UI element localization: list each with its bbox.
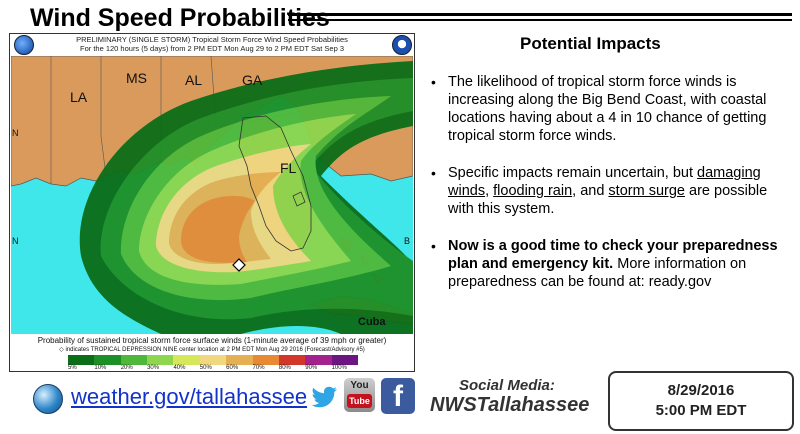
youtube-icon[interactable]: You Tube xyxy=(344,378,375,412)
date-box: 8/29/2016 5:00 PM EDT xyxy=(608,371,794,431)
scale-label: 60% xyxy=(226,365,239,371)
scale-label: 70% xyxy=(252,365,265,371)
latitude-label: N xyxy=(12,128,19,138)
impact-flooding-rain: flooding rain xyxy=(493,183,573,199)
longitude-label: B xyxy=(404,236,411,246)
list-item: • The likelihood of tropical storm force… xyxy=(428,73,796,145)
state-label-fl: FL xyxy=(280,160,297,176)
scale-segment: 90% xyxy=(305,355,332,371)
social-media-label: Social Media: xyxy=(459,377,555,394)
scale-label: 80% xyxy=(278,365,291,371)
globe-icon xyxy=(33,384,63,414)
impact-storm-surge: storm surge xyxy=(608,183,685,199)
cuba-label: Cuba xyxy=(358,316,386,328)
map-footer-note: ◇ indicates TROPICAL DEPRESSION NINE cen… xyxy=(59,347,365,353)
header-rule-thin xyxy=(288,19,792,21)
nws-logo-icon xyxy=(392,35,412,55)
bullet-icon: • xyxy=(431,165,436,181)
social-media-handle: NWSTallahassee xyxy=(430,394,590,416)
list-item: • Now is a good time to check your prepa… xyxy=(428,237,796,291)
scale-segment: 20% xyxy=(120,355,148,371)
scale-label: 50% xyxy=(199,365,212,371)
list-item: • Specific impacts remain uncertain, but… xyxy=(428,164,796,218)
impacts-list: • The likelihood of tropical storm force… xyxy=(428,73,796,310)
facebook-icon[interactable]: f xyxy=(381,378,415,414)
probability-color-scale: 5% 10% 20% 30% 40% 50% 60% 70% 80% 90% 100% xyxy=(68,355,358,371)
impact-text: are possible with this system. xyxy=(448,183,768,217)
scale-segment: 5% xyxy=(68,355,95,371)
scale-segment: 30% xyxy=(147,355,174,371)
scale-label: 90% xyxy=(305,365,318,371)
scale-segment: 60% xyxy=(226,355,253,371)
issue-date: 8/29/2016 xyxy=(667,382,735,399)
website-link[interactable]: weather.gov/tallahassee xyxy=(71,384,308,409)
twitter-icon[interactable] xyxy=(309,382,339,412)
scale-segment: 40% xyxy=(173,355,200,371)
scale-segment: 80% xyxy=(278,355,306,371)
state-label-la: LA xyxy=(70,89,88,105)
issue-time: 5:00 PM EDT xyxy=(655,402,747,419)
impact-text: More information on preparedness can be … xyxy=(448,256,747,290)
bullet-icon: • xyxy=(431,238,436,254)
map-header-line1: PRELIMINARY (SINGLE STORM) Tropical Stor… xyxy=(76,35,348,44)
noaa-logo-icon xyxy=(14,35,34,55)
state-label-ga: GA xyxy=(242,72,263,88)
bullet-icon: • xyxy=(431,74,436,90)
map-footer-caption: Probability of sustained tropical storm … xyxy=(37,336,387,345)
impact-text: The likelihood of tropical storm force w… xyxy=(448,74,767,144)
scale-segment: 10% xyxy=(94,355,121,371)
impact-separator: , xyxy=(485,183,490,199)
impact-callout: Now is a good time to check your prepare… xyxy=(448,238,778,272)
scale-segment: 100% xyxy=(331,355,358,371)
lake-okeechobee xyxy=(292,191,306,207)
scale-segment: 50% xyxy=(199,355,227,371)
probability-contours xyxy=(79,61,413,334)
scale-label: 100% xyxy=(331,365,347,371)
florida-outline xyxy=(238,115,312,252)
map-header: PRELIMINARY (SINGLE STORM) Tropical Stor… xyxy=(10,35,414,53)
impact-damaging-winds: damaging winds xyxy=(448,165,761,199)
scale-label: 40% xyxy=(173,365,186,371)
scale-label: 20% xyxy=(120,365,133,371)
state-label-ms: MS xyxy=(126,70,147,86)
page-title: Wind Speed Probabilities xyxy=(30,4,330,32)
youtube-tube-text: Tube xyxy=(347,394,372,408)
storm-center-marker xyxy=(232,258,246,272)
state-label-al: AL xyxy=(185,72,203,88)
impacts-title: Potential Impacts xyxy=(520,34,661,53)
scale-label: 30% xyxy=(147,365,160,371)
impact-text: Specific impacts remain uncertain, but xyxy=(448,165,693,181)
map-header-line2: For the 120 hours (5 days) from 2 PM EDT… xyxy=(79,44,344,53)
scale-segment: 70% xyxy=(252,355,279,371)
scale-label: 10% xyxy=(94,365,107,371)
wind-probability-map: PRELIMINARY (SINGLE STORM) Tropical Stor… xyxy=(9,33,415,372)
scale-label: 5% xyxy=(68,365,77,371)
header: Wind Speed Probabilities xyxy=(0,0,800,36)
youtube-you-text: You xyxy=(350,380,369,391)
contour-60 xyxy=(181,195,255,263)
map-graphic xyxy=(11,56,413,334)
latitude-label: N xyxy=(12,236,19,246)
impact-separator: , and xyxy=(572,183,605,199)
header-rule xyxy=(288,13,792,16)
